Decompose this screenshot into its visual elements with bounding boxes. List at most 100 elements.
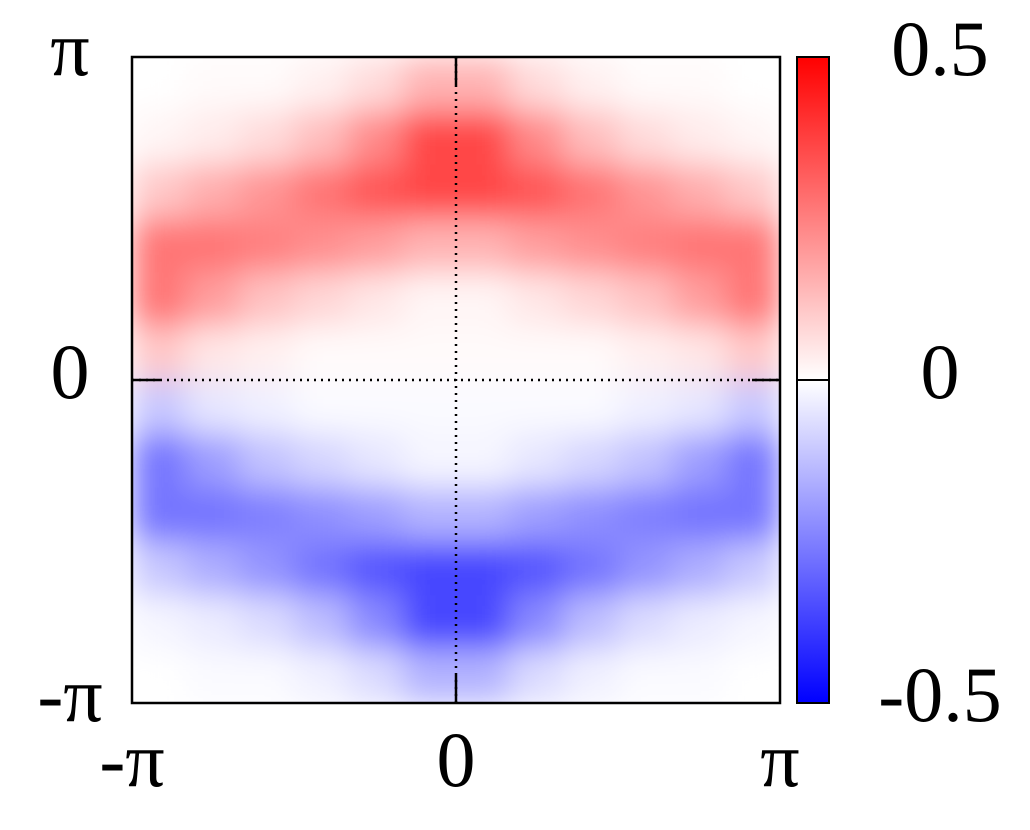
heatmap-cell <box>564 57 619 112</box>
heatmap-cell <box>186 380 241 435</box>
heatmap-cell <box>294 595 349 650</box>
heatmap-cell <box>726 595 780 650</box>
y-tick-label: 0 <box>51 328 90 415</box>
heatmap-cell <box>132 380 187 435</box>
heatmap-cell <box>186 110 241 166</box>
heatmap-cell <box>294 541 349 596</box>
heatmap-cell <box>402 433 457 489</box>
heatmap-cell <box>618 164 673 219</box>
heatmap-cell <box>672 541 727 596</box>
heatmap-cell <box>618 218 673 273</box>
heatmap-cell <box>618 595 673 650</box>
heatmap-cell <box>726 380 780 435</box>
heatmap-cell <box>132 57 187 112</box>
heatmap-cell <box>240 541 295 596</box>
y-tick-label: -π <box>37 651 102 738</box>
heatmap-cell <box>618 433 673 489</box>
heatmap-cell <box>726 433 780 489</box>
heatmap-cell <box>132 433 187 489</box>
heatmap-cell <box>726 649 780 703</box>
heatmap-cell <box>564 649 619 703</box>
heatmap-cell <box>726 57 780 112</box>
heatmap-cell <box>456 487 511 542</box>
heatmap-cell <box>348 326 403 381</box>
heatmap-cell <box>240 595 295 650</box>
heatmap-cell <box>240 649 295 703</box>
heatmap-cell <box>348 110 403 166</box>
heatmap-cell <box>726 326 780 381</box>
heatmap-cell <box>618 57 673 112</box>
heatmap-cell <box>294 164 349 219</box>
heatmap-cell <box>348 649 403 703</box>
heatmap-cell <box>456 110 511 166</box>
heatmap-cell <box>672 218 727 273</box>
heatmap-cell <box>294 326 349 381</box>
heatmap-cell <box>456 57 511 112</box>
heatmap-cell <box>240 110 295 166</box>
heatmap-cell <box>456 541 511 596</box>
heatmap-cell <box>240 164 295 219</box>
heatmap-cells <box>132 57 780 703</box>
heatmap-cell <box>510 272 565 327</box>
heatmap-cell <box>402 326 457 381</box>
heatmap-cell <box>510 326 565 381</box>
heatmap-cell <box>348 595 403 650</box>
heatmap-cell <box>510 541 565 596</box>
heatmap-cell <box>618 541 673 596</box>
heatmap-cell <box>564 164 619 219</box>
heatmap-cell <box>510 57 565 112</box>
heatmap-cell <box>348 57 403 112</box>
heatmap-cell <box>402 164 457 219</box>
heatmap-cell <box>294 649 349 703</box>
heatmap-cell <box>294 380 349 435</box>
heatmap-cell <box>672 487 727 542</box>
heatmap-cell <box>672 380 727 435</box>
heatmap-cell <box>456 164 511 219</box>
heatmap-cell <box>132 110 187 166</box>
heatmap-cell <box>618 487 673 542</box>
heatmap-cell <box>564 218 619 273</box>
heatmap-cell <box>132 272 187 327</box>
heatmap-cell <box>240 326 295 381</box>
heatmap-cell <box>348 433 403 489</box>
heatmap-cell <box>240 487 295 542</box>
heatmap-cell <box>510 487 565 542</box>
heatmap-cell <box>456 649 511 703</box>
heatmap-cell <box>402 57 457 112</box>
heatmap-cell <box>564 595 619 650</box>
heatmap-cell <box>726 110 780 166</box>
heatmap-cell <box>186 272 241 327</box>
heatmap-cell <box>510 649 565 703</box>
heatmap-cell <box>402 380 457 435</box>
heatmap-cell <box>348 541 403 596</box>
heatmap-cell <box>240 380 295 435</box>
heatmap-cell <box>294 433 349 489</box>
heatmap-cell <box>510 218 565 273</box>
heatmap-cell <box>726 164 780 219</box>
heatmap-cell <box>132 487 187 542</box>
heatmap-cell <box>618 380 673 435</box>
heatmap-cell <box>402 110 457 166</box>
heatmap-cell <box>456 595 511 650</box>
heatmap-cell <box>672 110 727 166</box>
heatmap-cell <box>186 164 241 219</box>
heatmap-cell <box>672 326 727 381</box>
heatmap-cell <box>510 164 565 219</box>
heatmap-cell <box>564 110 619 166</box>
heatmap-cell <box>564 380 619 435</box>
heatmap-cell <box>726 218 780 273</box>
heatmap-cell <box>186 57 241 112</box>
heatmap-cell <box>618 272 673 327</box>
heatmap-cell <box>510 433 565 489</box>
heatmap-cell <box>348 272 403 327</box>
heatmap-cell <box>564 433 619 489</box>
heatmap-cell <box>726 541 780 596</box>
heatmap-cell <box>510 595 565 650</box>
heatmap-cell <box>672 433 727 489</box>
heatmap-cell <box>402 541 457 596</box>
heatmap-cell <box>618 326 673 381</box>
heatmap-cell <box>132 595 187 650</box>
heatmap-cell <box>348 380 403 435</box>
x-tick-label: 0 <box>437 716 476 803</box>
